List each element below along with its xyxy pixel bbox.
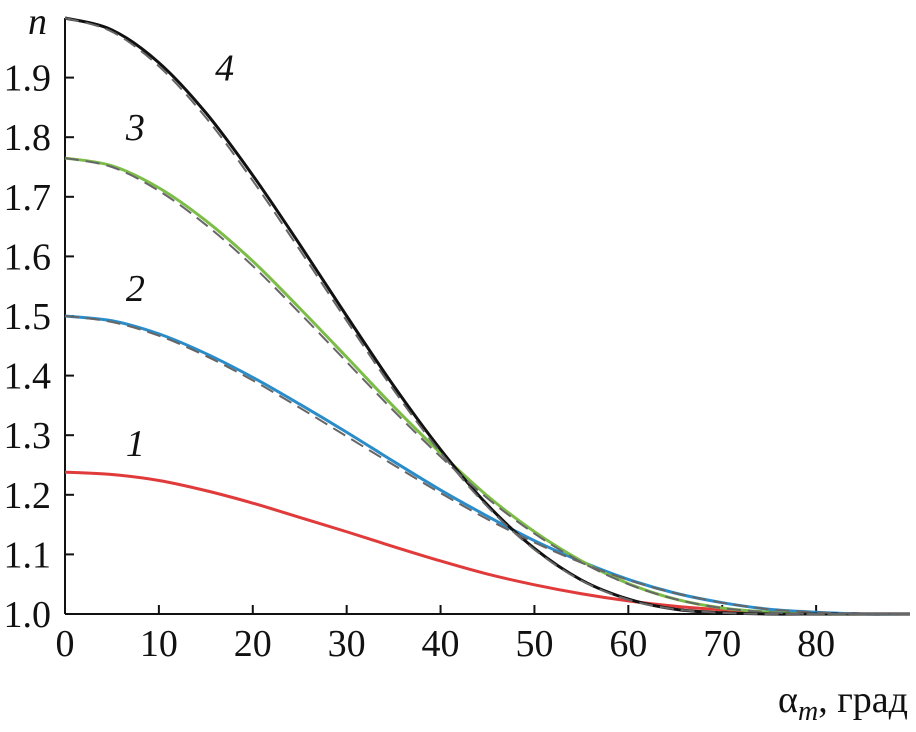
x-tick-label: 60 bbox=[609, 623, 647, 665]
x-tick-label: 20 bbox=[234, 623, 272, 665]
series-line-2 bbox=[64, 314, 911, 616]
x-axis-title-unit: , град bbox=[818, 679, 908, 721]
y-tick-label: 1.2 bbox=[4, 475, 52, 517]
curve-label-1: 1 bbox=[126, 423, 145, 465]
x-tick-label: 10 bbox=[140, 623, 178, 665]
curve-label-2: 2 bbox=[126, 268, 145, 310]
y-tick-label: 1.4 bbox=[4, 356, 52, 398]
y-tick-label: 1.3 bbox=[4, 415, 52, 457]
series-line-1 bbox=[64, 470, 911, 616]
curve-label-4: 4 bbox=[215, 48, 234, 90]
series-line-4 bbox=[64, 16, 910, 616]
y-tick-label: 1.8 bbox=[4, 117, 52, 159]
x-axis-title-subscript: m bbox=[798, 696, 818, 727]
x-tick-label: 0 bbox=[56, 623, 75, 665]
x-tick-label: 70 bbox=[703, 623, 741, 665]
series-group bbox=[64, 16, 911, 616]
y-tick-label: 1.7 bbox=[4, 177, 52, 219]
x-tick-label: 80 bbox=[797, 623, 835, 665]
dashed-approx-line bbox=[64, 17, 910, 616]
x-tick-label: 40 bbox=[422, 623, 460, 665]
y-tick-label: 1.0 bbox=[4, 594, 52, 636]
series-line-3 bbox=[64, 156, 910, 616]
curve-labels: 1 2 3 4 bbox=[125, 48, 234, 465]
y-tick-label: 1.9 bbox=[4, 58, 52, 100]
y-tick-label: 1.1 bbox=[4, 534, 52, 576]
dashed-approx-line bbox=[64, 315, 911, 616]
x-axis-title: αm, град bbox=[778, 679, 908, 727]
y-tick-label: 1.6 bbox=[4, 236, 52, 278]
x-tick-label: 50 bbox=[515, 623, 553, 665]
axis-ticks: 0 10 20 30 40 50 60 70 80 1.0 1.1 1.2 1.3 1.4 1.5 1.6 1.… bbox=[4, 58, 836, 665]
y-axis-title: n bbox=[28, 1, 47, 43]
dashed-approx-line bbox=[64, 157, 910, 616]
y-tick-label: 1.5 bbox=[4, 296, 52, 338]
curve-label-3: 3 bbox=[125, 107, 145, 149]
x-tick-label: 30 bbox=[328, 623, 366, 665]
x-axis-title-symbol: α bbox=[778, 679, 798, 721]
